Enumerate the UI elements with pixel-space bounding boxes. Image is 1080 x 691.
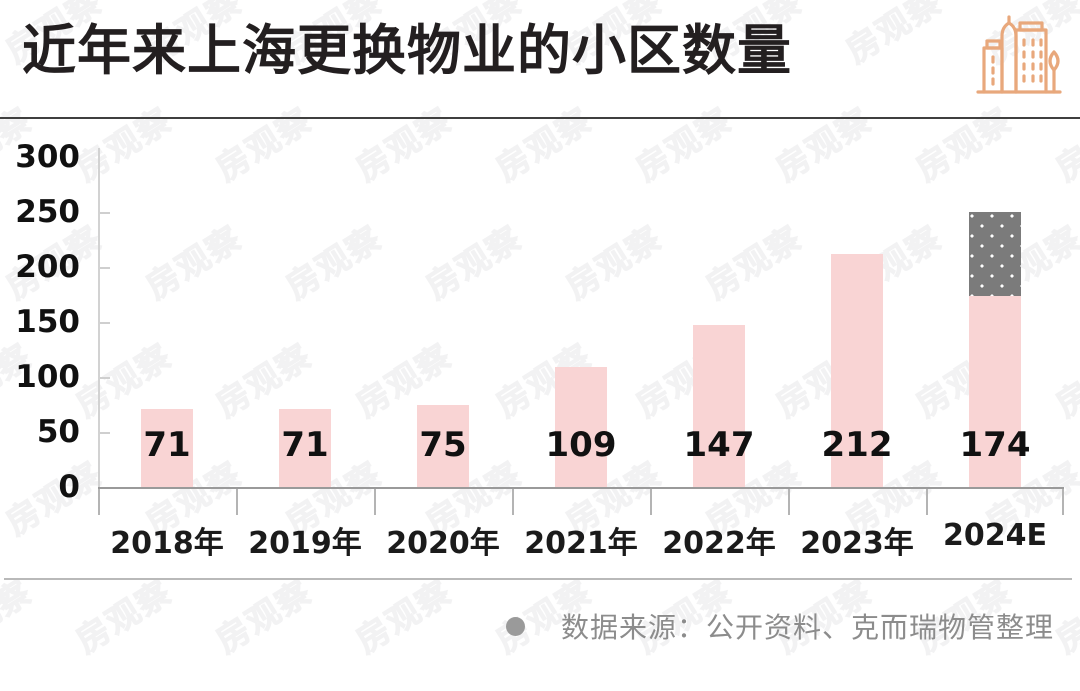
category-separator [650,489,652,515]
y-axis-tick-mark [100,212,110,214]
x-axis-category-label: 2020年 [386,526,500,561]
bar-fill [693,325,745,487]
bar-2019年[interactable]: 71 [279,408,331,487]
bar-value-label: 212 [821,425,893,465]
x-axis-category-label: 2024E [943,518,1047,553]
watermark-text: 房观察 [275,684,389,691]
y-axis: 0 50 100 150 200 250 300 [0,118,80,558]
header-divider [0,117,1080,119]
bar-2018年[interactable]: 71 [141,408,193,487]
y-axis-line [98,148,100,488]
source-row: 数据来源：公开资料、克而瑞物管整理 [0,604,1080,648]
bar-fill [969,295,1021,487]
bar-2023年[interactable]: 212 [822,253,892,487]
bar-value-label: 174 [959,425,1031,465]
bullet-dot-icon [505,616,525,636]
x-axis-category-label: 2018年 [110,526,224,561]
x-axis-category-label: 2021年 [524,526,638,561]
bar-2020年[interactable]: 75 [417,404,469,487]
y-axis-tick-label: 0 [58,469,80,505]
header: 近年来上海更换物业的小区数量 [0,0,1080,118]
watermark-text: 房观察 [695,684,809,691]
category-separator [788,489,790,515]
x-axis-category-label: 2019年 [248,526,362,561]
y-axis-tick-label: 50 [36,414,80,450]
forecast-segment [969,212,1021,296]
bar-value-label: 75 [419,425,467,465]
category-separator [98,489,100,515]
category-separator [1062,489,1064,515]
bar-value-label: 71 [143,425,191,465]
bar-fill [141,408,193,487]
x-axis-category-label: 2023年 [800,526,914,561]
y-axis-tick-mark [100,377,110,379]
y-axis-tick-label: 250 [15,194,80,230]
bar-value-label: 71 [281,425,329,465]
y-axis-tick-label: 300 [15,139,80,175]
footer-divider [4,578,1072,580]
category-separator [512,489,514,515]
bar-value-label: 109 [545,425,617,465]
bar-value-label: 147 [683,425,755,465]
category-separator [374,489,376,515]
watermark-text: 房观察 [835,684,949,691]
bar-2024E[interactable]: 174 [960,212,1030,487]
bar-fill [831,253,883,487]
page-title: 近年来上海更换物业的小区数量 [22,19,792,82]
x-axis-category-label: 2022年 [662,526,776,561]
bar-fill [555,367,607,487]
y-axis-tick-mark [100,322,110,324]
bar-2022年[interactable]: 147 [684,325,754,487]
watermark-text: 房观察 [135,684,249,691]
city-buildings-icon [968,12,1064,104]
source-text: 数据来源：公开资料、克而瑞物管整理 [560,611,1054,644]
y-axis-tick-mark [100,432,110,434]
y-axis-tick-label: 100 [15,359,80,395]
watermark-text: 房观察 [555,684,669,691]
y-axis-tick-mark [100,267,110,269]
category-separator [236,489,238,515]
y-axis-tick-label: 150 [15,304,80,340]
x-axis-line [98,487,1064,489]
bar-fill [279,408,331,487]
bar-fill [417,404,469,487]
watermark-text: 房观察 [0,684,110,691]
bar-2021年[interactable]: 109 [546,367,616,487]
y-axis-tick-label: 200 [15,249,80,285]
chart-plot-area: 0 50 100 150 200 250 300 71 2018年 71 2019年 75 2020年… [0,118,1080,561]
watermark-text: 房观察 [415,684,529,691]
category-separator [926,489,928,515]
watermark-text: 房观察 [975,684,1080,691]
